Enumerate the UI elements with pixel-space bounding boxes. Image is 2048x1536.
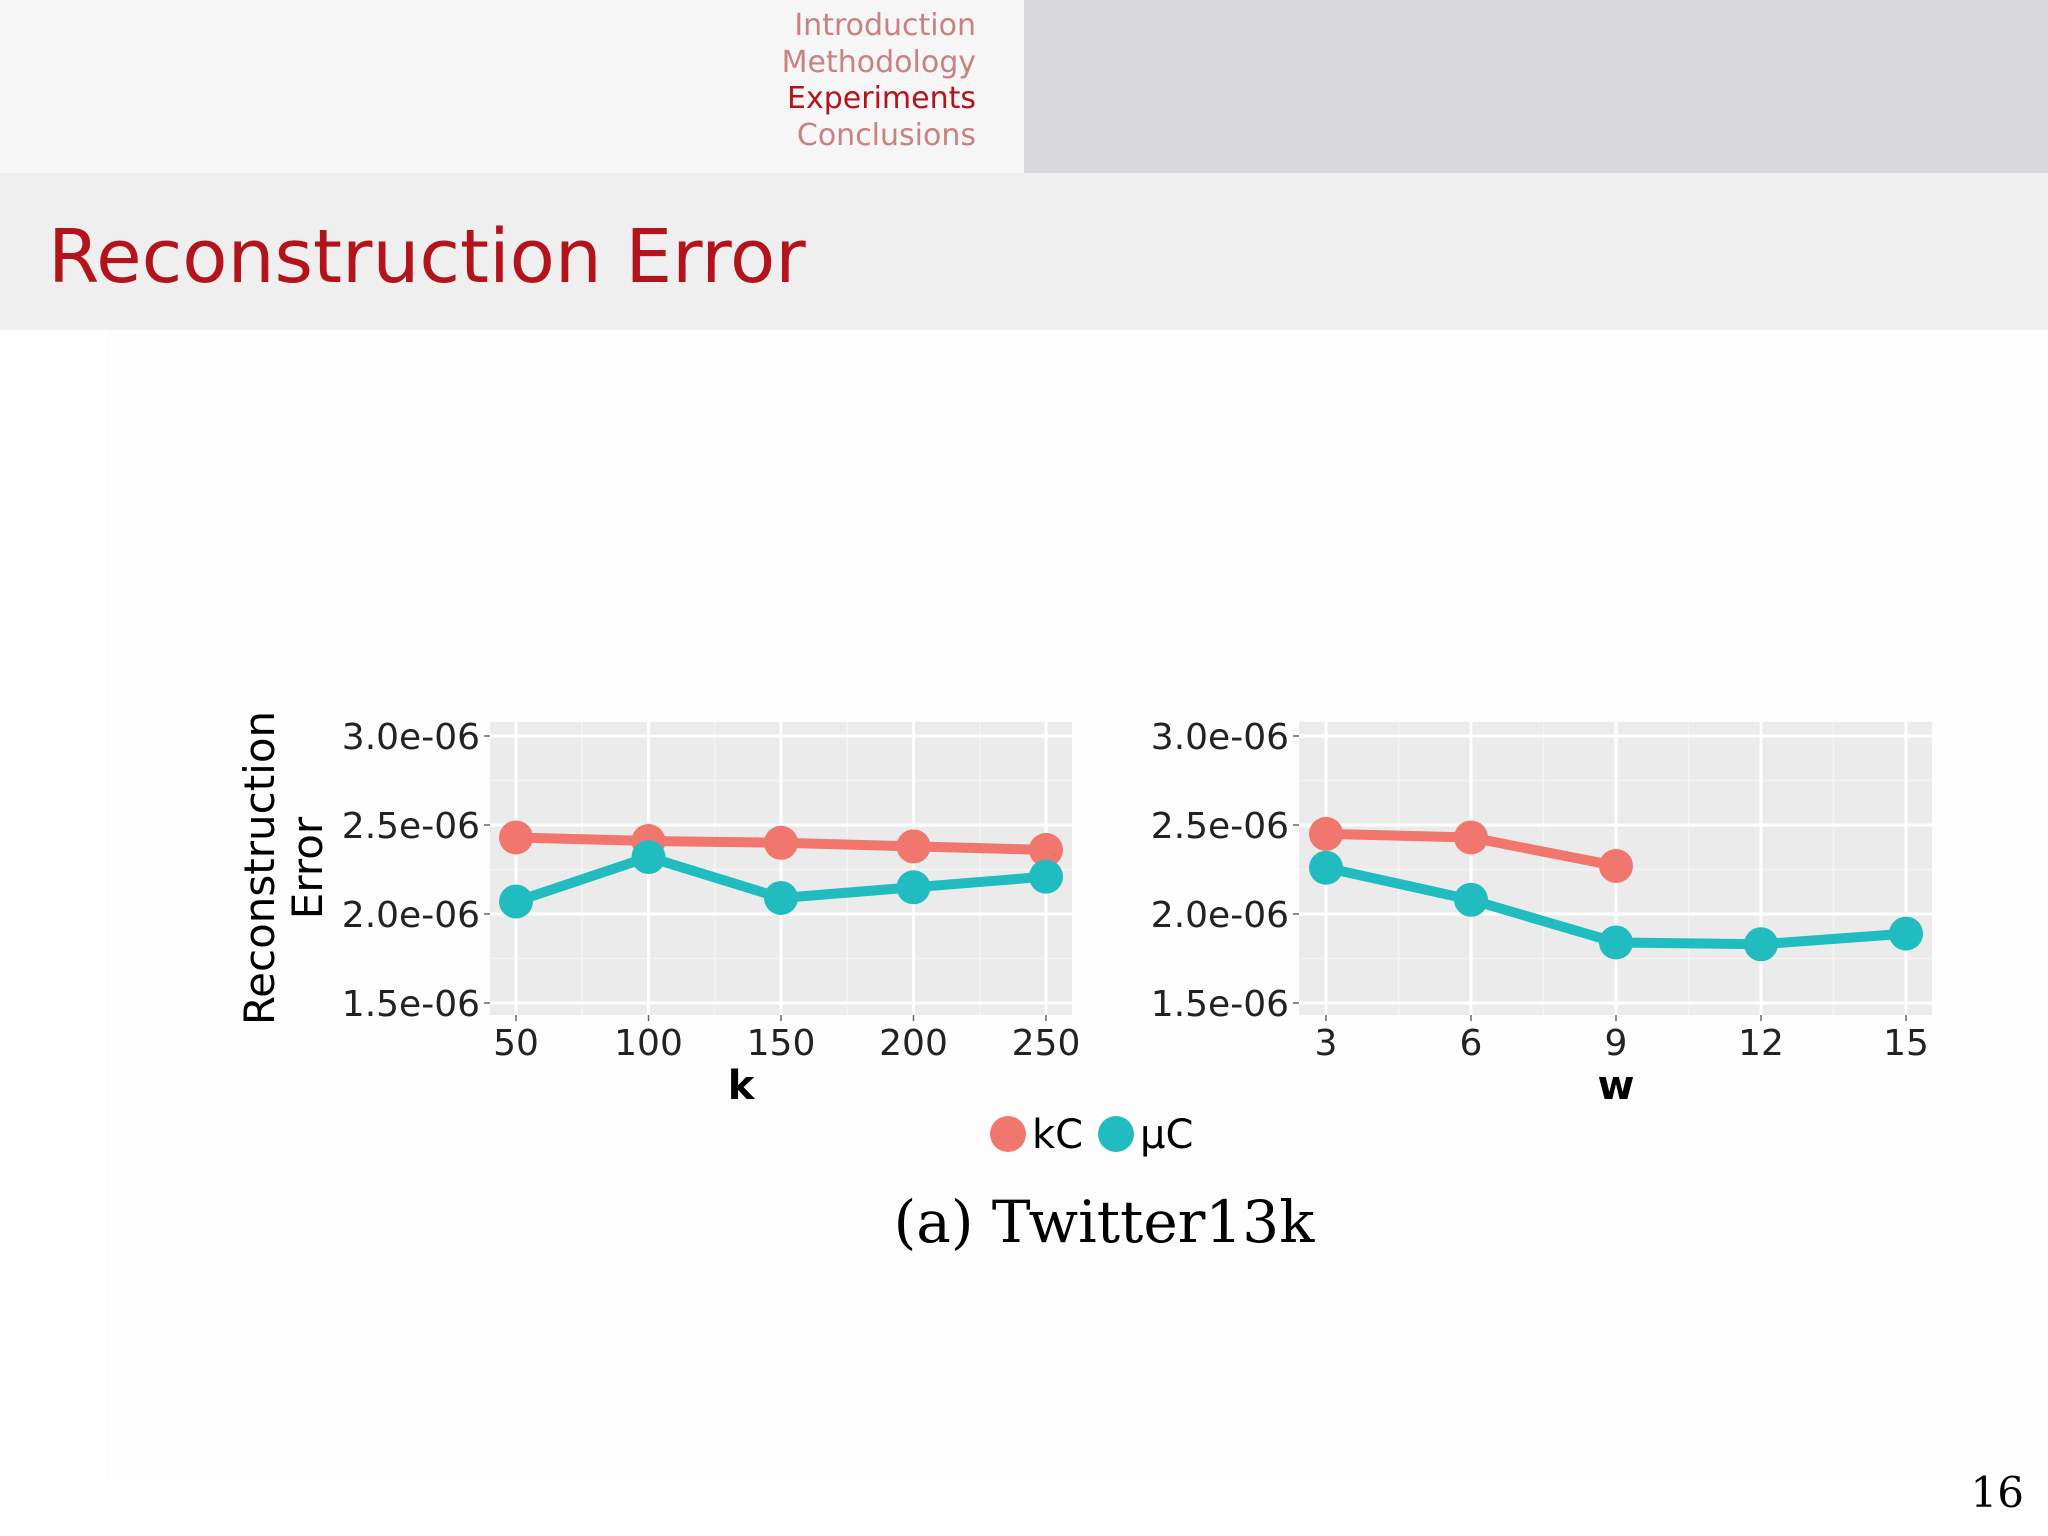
y-tick-label: 2.0e-06 [1151, 895, 1289, 936]
x-tick-label: 50 [493, 1023, 539, 1064]
nav-item-experiments[interactable]: Experiments [787, 81, 976, 116]
x-axis-label: w [1598, 1063, 1635, 1109]
data-point-muC [896, 870, 931, 905]
chart-panel-1: 1.5e-06 2.0e-06 2.5e-06 3.0e-06 50 100 150 200 2… [342, 717, 1081, 1109]
legend-label: kC [1032, 1112, 1083, 1158]
data-point-muC [1889, 916, 1923, 951]
nav-item-methodology[interactable]: Methodology [781, 44, 976, 80]
data-point-muC [1744, 927, 1778, 962]
section-nav: Introduction Methodology Experiments Con… [782, 8, 976, 154]
data-point-kC [1599, 848, 1633, 883]
data-point-muC [1454, 882, 1488, 917]
data-point-muC [631, 840, 666, 875]
data-point-muC [764, 880, 798, 915]
legend-marker-muC [1098, 1116, 1134, 1152]
y-tick-label: 3.0e-06 [342, 717, 480, 758]
y-axis-label: Error [283, 816, 332, 919]
x-tick-label: 150 [747, 1023, 816, 1064]
data-point-muC [1029, 859, 1063, 894]
y-tick-label: 1.5e-06 [1151, 984, 1289, 1025]
nav-subsection-panel [1024, 0, 2048, 173]
data-point-muC [499, 884, 533, 919]
nav-item-introduction[interactable]: Introduction [794, 8, 976, 43]
y-tick-label: 2.5e-06 [342, 806, 480, 847]
data-point-kC [1309, 816, 1343, 851]
y-axis-label: Reconstruction [235, 711, 284, 1025]
data-point-kC [499, 820, 533, 855]
legend: kC μC [990, 1112, 1193, 1158]
legend-marker-kC [990, 1116, 1026, 1152]
data-point-muC [1309, 850, 1343, 885]
chart-panel-2: 1.5e-06 2.0e-06 2.5e-06 3.0e-06 3 6 9 12 15 w [1151, 717, 1932, 1109]
x-tick-label: 15 [1883, 1023, 1929, 1064]
data-point-kC [896, 829, 931, 864]
data-point-kC [1454, 820, 1488, 855]
y-tick-label: 3.0e-06 [1151, 717, 1289, 758]
x-tick-label: 250 [1012, 1023, 1081, 1064]
x-tick-label: 12 [1738, 1023, 1784, 1064]
y-tick-label: 1.5e-06 [342, 984, 480, 1025]
frame-title-bar [0, 173, 2048, 330]
figure-caption: (a) Twitter13k [894, 1188, 1316, 1256]
x-axis-label: k [728, 1063, 756, 1109]
page-number: 16 [1970, 1468, 2024, 1517]
x-tick-label: 100 [614, 1023, 683, 1064]
x-tick-label: 3 [1315, 1023, 1338, 1064]
y-tick-label: 2.5e-06 [1151, 806, 1289, 847]
frame-title: Reconstruction Error [48, 214, 806, 300]
x-tick-label: 200 [879, 1023, 948, 1064]
legend-label: μC [1140, 1112, 1193, 1158]
data-point-kC [1029, 832, 1063, 867]
nav-panel: Introduction Methodology Experiments Con… [0, 0, 1024, 173]
x-tick-label: 6 [1460, 1023, 1483, 1064]
x-tick-label: 9 [1605, 1023, 1628, 1064]
y-tick-label: 2.0e-06 [342, 895, 480, 936]
data-point-kC [764, 825, 798, 860]
data-point-muC [1599, 925, 1633, 960]
nav-item-conclusions[interactable]: Conclusions [796, 117, 976, 153]
